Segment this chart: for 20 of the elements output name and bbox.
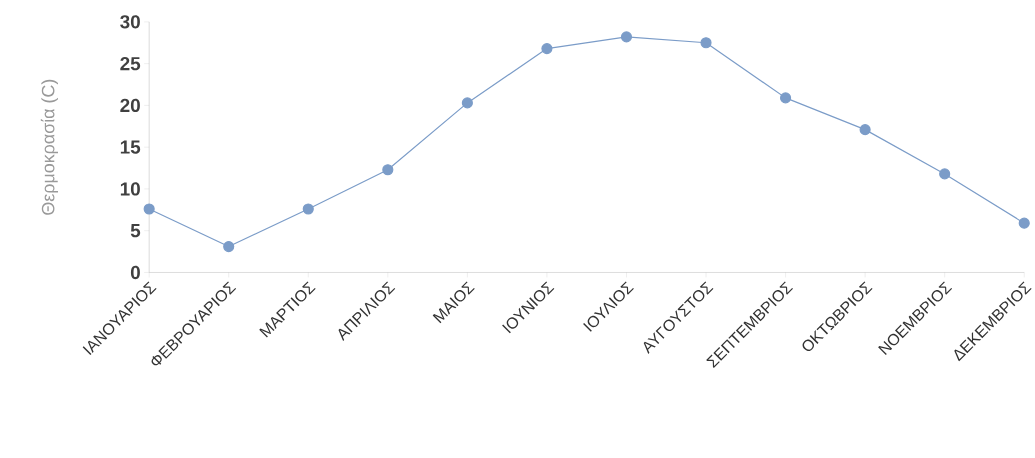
point	[1018, 217, 1030, 229]
point	[302, 203, 314, 215]
point	[223, 240, 235, 252]
point	[461, 97, 473, 109]
point	[939, 168, 951, 180]
y-tick-label: 30	[120, 14, 140, 29]
point	[143, 203, 155, 215]
point	[859, 123, 871, 135]
point	[620, 31, 633, 43]
y-tick-label: 10	[120, 182, 140, 196]
y-tick-label: 5	[130, 223, 141, 238]
y-axis-title: Θερμοκρασία (C)	[40, 79, 59, 215]
point	[700, 36, 712, 49]
point	[382, 163, 394, 176]
y-tick-label: 0	[130, 265, 140, 279]
point	[780, 92, 792, 104]
y-tick-label: 20	[120, 98, 140, 112]
y-tick-label: 25	[120, 56, 141, 71]
y-tick-label: 15	[120, 140, 141, 154]
point	[541, 42, 553, 54]
